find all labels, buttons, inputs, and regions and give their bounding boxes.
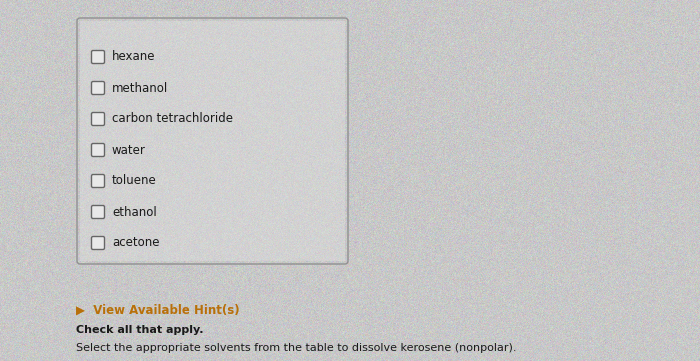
- Text: ▶  View Available Hint(s): ▶ View Available Hint(s): [76, 304, 239, 317]
- FancyBboxPatch shape: [92, 236, 104, 249]
- FancyBboxPatch shape: [92, 51, 104, 64]
- FancyBboxPatch shape: [92, 82, 104, 95]
- Text: Select the appropriate solvents from the table to dissolve kerosene (nonpolar).: Select the appropriate solvents from the…: [76, 343, 517, 353]
- Text: Check all that apply.: Check all that apply.: [76, 325, 204, 335]
- Text: methanol: methanol: [112, 82, 168, 95]
- Text: ethanol: ethanol: [112, 205, 157, 218]
- FancyBboxPatch shape: [92, 144, 104, 157]
- Text: acetone: acetone: [112, 236, 160, 249]
- FancyBboxPatch shape: [92, 205, 104, 218]
- FancyBboxPatch shape: [92, 113, 104, 126]
- Text: water: water: [112, 144, 146, 157]
- Text: carbon tetrachloride: carbon tetrachloride: [112, 113, 233, 126]
- FancyBboxPatch shape: [92, 174, 104, 187]
- Text: toluene: toluene: [112, 174, 157, 187]
- Text: hexane: hexane: [112, 51, 155, 64]
